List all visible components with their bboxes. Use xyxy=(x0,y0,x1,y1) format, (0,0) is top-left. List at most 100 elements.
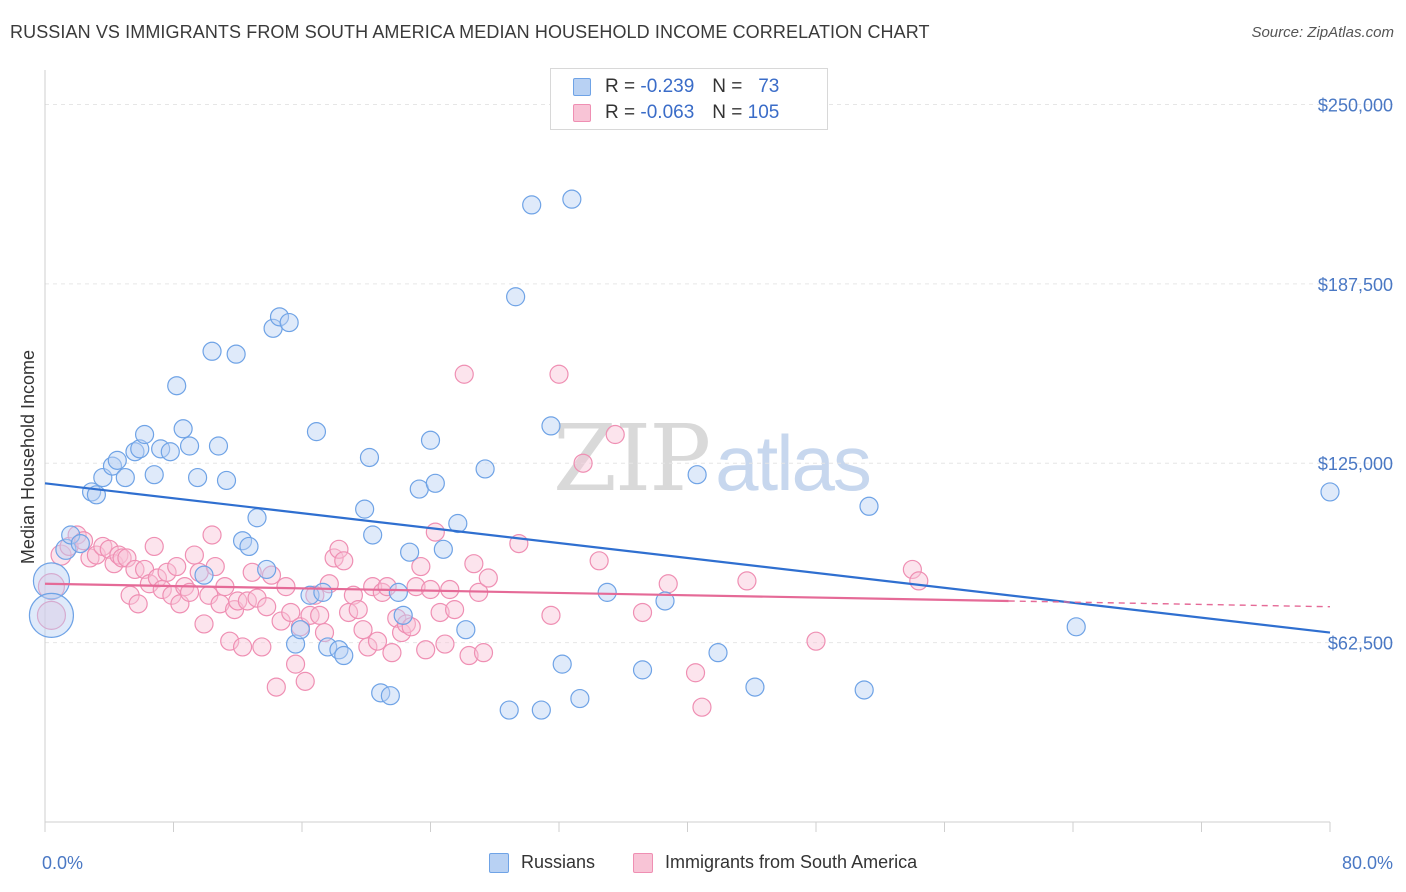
immigrants-point xyxy=(464,554,484,574)
immigrants-point xyxy=(144,536,164,557)
immigrants-point xyxy=(266,677,286,697)
immigrants-point xyxy=(411,556,431,577)
russians-point xyxy=(194,565,214,585)
source-credit: Source: ZipAtlas.com xyxy=(1251,24,1394,41)
immigrants-point xyxy=(334,551,354,571)
immigrants-trend-extension xyxy=(1008,600,1331,608)
russians-point xyxy=(269,307,290,327)
russians-point xyxy=(216,470,237,491)
russians-point xyxy=(318,637,338,657)
watermark-zip: ZIP xyxy=(553,405,711,512)
legend-label-russians: Russians xyxy=(521,852,596,872)
y-axis-label: Median Household Income xyxy=(18,350,38,564)
russians-point xyxy=(359,447,380,468)
immigrants-point xyxy=(478,568,498,588)
legend-label-immigrants: Immigrants from South America xyxy=(665,852,918,872)
immigrants-point xyxy=(377,577,397,597)
immigrants-point xyxy=(228,591,248,611)
immigrants-point xyxy=(435,634,455,654)
immigrants-point xyxy=(632,602,653,623)
chart-title: RUSSIAN VS IMMIGRANTS FROM SOUTH AMERICA… xyxy=(10,22,930,42)
legend-r-value: -0.239 xyxy=(640,76,695,97)
russians-point xyxy=(388,582,408,602)
y-tick-label: $250,000 xyxy=(1318,95,1393,115)
russians-point xyxy=(1320,482,1340,502)
immigrants-point xyxy=(444,600,465,620)
immigrants-point xyxy=(314,622,335,643)
immigrants-point xyxy=(295,671,315,691)
legend-n-value: 73 xyxy=(758,76,780,97)
trend-lines xyxy=(44,482,1331,634)
russians-point xyxy=(173,419,193,439)
legend-item-russians[interactable]: Russians xyxy=(489,852,595,873)
immigrants-point xyxy=(179,582,200,602)
immigrants-point xyxy=(573,453,593,473)
legend-row-immigrants: R = -0.063 N = 105 xyxy=(573,101,779,125)
russians-point xyxy=(745,677,765,697)
russians-point xyxy=(708,643,728,663)
russians-point xyxy=(499,700,519,720)
russians-point xyxy=(115,467,135,488)
immigrants-point xyxy=(416,640,436,660)
russians-point xyxy=(400,542,420,562)
immigrants-point xyxy=(37,573,66,601)
immigrants-point xyxy=(281,602,301,623)
russians-point xyxy=(355,499,375,519)
russians-point xyxy=(202,341,222,361)
russians-point xyxy=(167,376,187,396)
legend-r-label: R = xyxy=(605,102,636,123)
immigrants-point xyxy=(310,605,330,625)
legend-n-label: N = xyxy=(712,102,743,123)
immigrants-point xyxy=(459,645,479,666)
legend-swatch-russians xyxy=(573,78,591,96)
legend-r-value: -0.063 xyxy=(640,102,695,123)
legend-swatch-immigrants xyxy=(573,104,591,122)
russians-point xyxy=(687,465,707,485)
immigrants-trend-line xyxy=(44,582,1009,603)
russians-point xyxy=(425,473,445,493)
immigrants-point xyxy=(252,637,272,657)
russians-point xyxy=(854,680,874,700)
russians-point xyxy=(420,430,441,450)
russians-point xyxy=(1066,617,1086,637)
immigrants-point xyxy=(363,577,383,597)
x-tick-label: 0.0% xyxy=(42,853,83,873)
russians-point xyxy=(313,582,333,602)
immigrants-point xyxy=(401,617,421,637)
russians-point xyxy=(363,525,383,545)
russians-point xyxy=(257,559,277,580)
immigrants-point xyxy=(737,571,757,591)
russians-point xyxy=(179,436,200,456)
immigrants-point xyxy=(232,637,253,657)
russians-point xyxy=(247,508,267,528)
immigrants-point xyxy=(382,643,402,663)
russians-point xyxy=(134,424,155,445)
immigrants-point xyxy=(343,585,363,605)
russians-point xyxy=(632,660,653,680)
axis-labels: $62,500 $125,000 $187,500 $250,000 0.0% 80.0%… xyxy=(18,95,1393,873)
russians-point xyxy=(290,620,310,640)
immigrants-point xyxy=(454,364,474,384)
russians-point xyxy=(597,582,617,602)
russians-point xyxy=(433,539,453,559)
immigrants-point xyxy=(242,562,262,582)
russians-point xyxy=(456,620,476,640)
russians-point xyxy=(107,450,127,470)
immigrants-point xyxy=(147,568,168,588)
axes xyxy=(44,70,1331,832)
immigrants-point xyxy=(367,631,388,651)
immigrants-point xyxy=(353,620,373,640)
correlation-legend: R = -0.239 N = 73 R = -0.063 N = 105 xyxy=(550,68,828,130)
y-tick-label: $125,000 xyxy=(1318,454,1393,474)
legend-item-immigrants[interactable]: Immigrants from South America xyxy=(633,852,917,873)
russians-point xyxy=(239,536,259,557)
russians-point xyxy=(380,686,400,706)
russians-point xyxy=(531,700,551,720)
immigrants-point xyxy=(348,600,368,620)
immigrants-point xyxy=(157,562,177,582)
y-tick-label: $62,500 xyxy=(1328,634,1393,654)
russians-point xyxy=(506,287,526,307)
immigrants-point xyxy=(36,600,67,630)
series-immigrants-points xyxy=(36,364,929,717)
russians-point xyxy=(279,312,299,333)
